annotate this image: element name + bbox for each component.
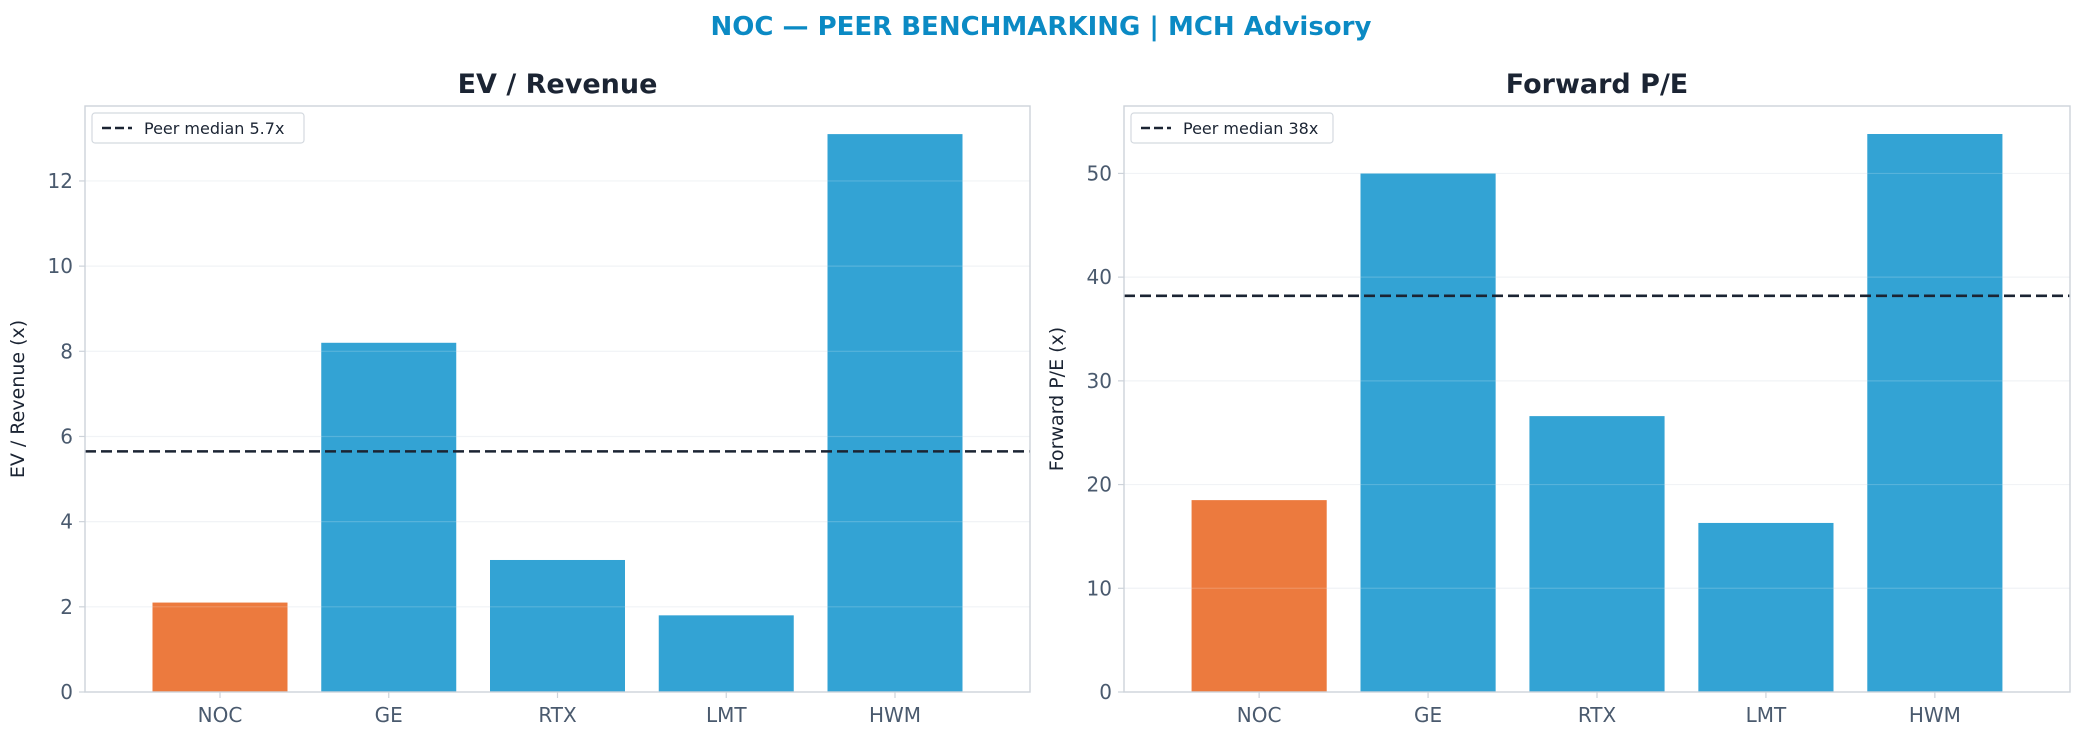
chart-title: Forward P/E	[1506, 69, 1689, 100]
y-tick-label: 2	[60, 595, 73, 619]
x-tick-label: LMT	[706, 703, 747, 727]
y-tick-label: 12	[48, 169, 73, 193]
y-tick-label: 8	[60, 339, 73, 363]
legend: Peer median 38x	[1130, 112, 1334, 144]
bar-hwm	[827, 134, 963, 693]
y-tick-label: 50	[1087, 161, 1112, 185]
chart-title: EV / Revenue	[458, 69, 658, 100]
x-tick-label: GE	[375, 703, 403, 727]
y-tick-label: 30	[1087, 369, 1112, 393]
x-tick-label: RTX	[538, 703, 577, 727]
x-tick-label: LMT	[1746, 703, 1787, 727]
y-tick-label: 10	[1087, 576, 1112, 600]
bar-noc	[1191, 500, 1327, 692]
y-tick-label: 4	[60, 510, 73, 534]
y-tick-label: 0	[1099, 680, 1112, 704]
x-tick-label: NOC	[198, 703, 243, 727]
figure-title: NOC — PEER BENCHMARKING | MCH Advisory	[711, 12, 1372, 42]
x-tick-label: NOC	[1237, 703, 1282, 727]
legend: Peer median 5.7x	[91, 112, 305, 144]
bar-rtx	[490, 559, 625, 692]
y-tick-label: 40	[1087, 265, 1112, 289]
bar-hwm	[1867, 134, 2003, 692]
chart-1: 0 2 4 6 8 10 12 NOC GE RTX LMT HWM EV / Revenue EV / …	[7, 69, 1031, 727]
chart-2: 0 10 20 30 40 50 NOC GE RTX LMT HWM Forward P/E Forw…	[1046, 69, 2071, 727]
y-tick-label: 6	[60, 424, 73, 448]
x-tick-label: GE	[1414, 703, 1442, 727]
bar-rtx	[1529, 416, 1665, 692]
y-tick-label: 10	[48, 254, 73, 278]
bar-lmt	[1698, 522, 1834, 692]
x-tick-label: RTX	[1578, 703, 1617, 727]
y-axis-label: EV / Revenue (x)	[7, 320, 29, 478]
bar-lmt	[658, 615, 794, 692]
y-tick-label: 0	[60, 680, 73, 704]
legend-label: Peer median 5.7x	[144, 119, 284, 138]
y-axis-label: Forward P/E (x)	[1046, 327, 1068, 471]
bar-noc	[152, 602, 288, 692]
legend-box	[91, 112, 305, 144]
x-tick-label: HWM	[869, 703, 921, 727]
charts-group: 0 2 4 6 8 10 12 NOC GE RTX LMT HWM EV / Revenue EV / …	[7, 69, 2071, 727]
x-tick-label: HWM	[1909, 703, 1961, 727]
bar-ge	[1360, 173, 1496, 693]
y-tick-label: 20	[1087, 473, 1112, 497]
legend-label: Peer median 38x	[1183, 119, 1318, 138]
legend-box	[1130, 112, 1334, 144]
bar-ge	[321, 342, 457, 692]
